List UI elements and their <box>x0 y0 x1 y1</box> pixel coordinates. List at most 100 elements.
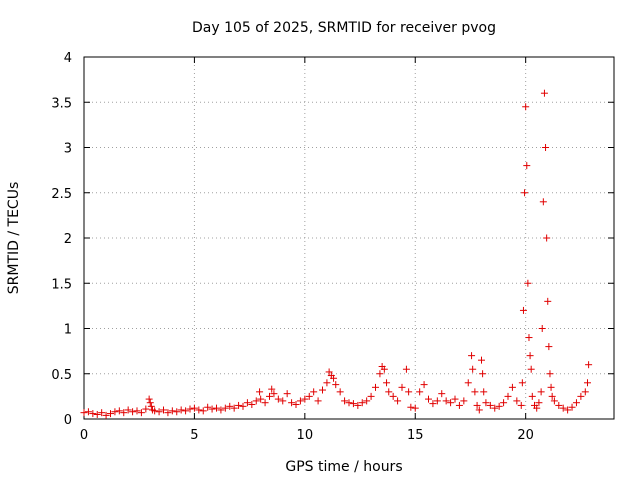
data-point <box>102 411 110 419</box>
data-point <box>115 407 123 415</box>
x-tick-label: 0 <box>80 428 88 443</box>
data-point <box>521 189 529 197</box>
data-point <box>442 397 450 405</box>
data-point <box>256 388 264 396</box>
data-point <box>323 379 331 387</box>
y-tick-label: 2 <box>64 232 72 247</box>
data-point <box>168 407 176 415</box>
data-point <box>147 402 155 410</box>
grid <box>84 57 614 419</box>
data-point <box>120 409 128 417</box>
data-point <box>451 395 459 403</box>
data-point <box>243 399 251 407</box>
data-point <box>471 388 479 396</box>
data-point <box>572 399 580 407</box>
data-point <box>164 409 172 417</box>
data-point <box>482 399 490 407</box>
data-point <box>425 395 432 403</box>
data-point <box>332 381 340 389</box>
data-point <box>217 406 225 414</box>
data-point <box>523 162 531 170</box>
data-point <box>354 401 362 409</box>
data-point <box>522 103 530 111</box>
data-point <box>495 402 503 410</box>
data-point <box>525 334 533 342</box>
data-point <box>252 397 260 405</box>
y-axis-label: SRMTID / TECUs <box>6 182 22 295</box>
data-point <box>464 379 472 387</box>
data-point <box>518 379 526 387</box>
data-point <box>389 392 397 400</box>
data-point <box>199 407 207 415</box>
data-point <box>581 388 589 396</box>
data-point <box>89 410 97 418</box>
data-point <box>208 405 216 413</box>
data-point <box>230 404 238 412</box>
data-point <box>559 404 567 412</box>
data-point <box>182 407 190 415</box>
data-point <box>508 383 516 391</box>
data-point <box>486 401 494 409</box>
data-point <box>177 406 185 414</box>
data-point <box>564 406 572 414</box>
data-point <box>380 365 388 373</box>
data-point <box>195 406 203 414</box>
data-point <box>540 89 548 97</box>
data-point <box>455 401 463 409</box>
data-point <box>394 397 402 405</box>
data-point <box>296 397 304 405</box>
data-point <box>513 397 521 405</box>
data-point <box>358 399 366 407</box>
data-point <box>310 388 318 396</box>
y-tick-label: 1 <box>64 323 72 338</box>
data-point <box>479 370 487 378</box>
data-point <box>568 403 576 411</box>
data-point <box>585 361 593 369</box>
x-axis-label: GPS time / hours <box>285 459 402 475</box>
data-point <box>405 388 413 396</box>
data-point <box>330 374 338 382</box>
data-point <box>98 409 106 417</box>
data-point <box>268 385 276 393</box>
data-point <box>385 388 393 396</box>
data-point <box>533 404 541 412</box>
data-point <box>460 397 468 405</box>
data-point <box>577 392 585 400</box>
data-point <box>129 408 137 416</box>
data-point <box>325 368 333 376</box>
data-point <box>235 401 243 409</box>
data-point <box>345 399 353 407</box>
data-point <box>383 379 391 387</box>
data-point <box>137 409 145 417</box>
x-tick-label: 15 <box>407 428 424 443</box>
data-point <box>537 388 545 396</box>
data-point <box>491 404 499 412</box>
data-point <box>519 306 527 314</box>
data-point <box>528 392 536 400</box>
data-point <box>363 397 371 405</box>
data-point <box>538 325 546 332</box>
data-point <box>261 399 269 407</box>
data-point <box>239 402 247 410</box>
data-point <box>526 352 534 360</box>
x-tick-label: 20 <box>517 428 534 443</box>
data-point <box>288 399 296 407</box>
data-point <box>539 198 547 206</box>
data-point <box>535 399 543 407</box>
data-point <box>504 392 512 400</box>
data-point <box>248 401 256 409</box>
data-point <box>283 390 291 398</box>
data-point <box>155 408 163 416</box>
data-point <box>160 406 167 414</box>
data-point <box>124 406 132 414</box>
data-point <box>301 395 309 403</box>
data-point <box>416 388 424 396</box>
data-point <box>173 408 181 416</box>
y-tick-label: 3.5 <box>51 96 72 111</box>
data-point <box>133 407 141 415</box>
data-point <box>145 395 153 403</box>
data-point <box>341 397 349 405</box>
data-point <box>367 392 375 400</box>
data-point <box>545 343 553 351</box>
